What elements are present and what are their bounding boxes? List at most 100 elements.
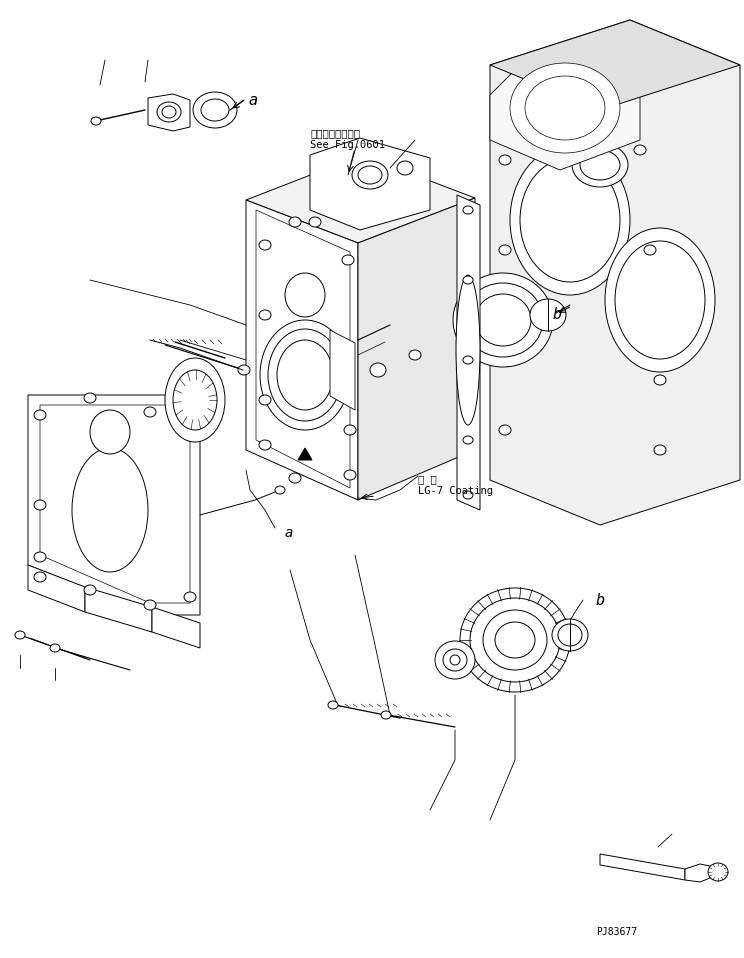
Ellipse shape	[463, 206, 473, 214]
Ellipse shape	[34, 410, 46, 420]
Ellipse shape	[572, 143, 628, 187]
Ellipse shape	[90, 410, 130, 454]
Polygon shape	[685, 864, 710, 882]
Ellipse shape	[285, 273, 325, 317]
Ellipse shape	[84, 393, 96, 403]
Text: b: b	[553, 307, 562, 322]
Ellipse shape	[381, 711, 391, 719]
Ellipse shape	[34, 500, 46, 510]
Ellipse shape	[91, 117, 101, 125]
Polygon shape	[490, 65, 640, 170]
Ellipse shape	[530, 299, 566, 331]
Ellipse shape	[654, 445, 666, 455]
Ellipse shape	[370, 363, 386, 377]
Ellipse shape	[342, 255, 354, 265]
Ellipse shape	[157, 102, 181, 122]
Ellipse shape	[201, 99, 229, 121]
Ellipse shape	[654, 375, 666, 385]
Ellipse shape	[309, 217, 321, 227]
Polygon shape	[457, 195, 480, 510]
Ellipse shape	[275, 486, 285, 494]
Ellipse shape	[470, 598, 560, 682]
Text: b: b	[596, 593, 605, 608]
Polygon shape	[310, 138, 430, 230]
Ellipse shape	[483, 610, 547, 670]
Ellipse shape	[605, 228, 715, 372]
Ellipse shape	[525, 76, 605, 140]
Ellipse shape	[259, 395, 271, 405]
Text: a: a	[248, 93, 257, 108]
Polygon shape	[256, 210, 350, 488]
Ellipse shape	[72, 448, 148, 572]
Ellipse shape	[580, 150, 620, 180]
Ellipse shape	[397, 161, 413, 175]
Polygon shape	[358, 198, 475, 500]
Ellipse shape	[184, 592, 196, 602]
Ellipse shape	[259, 310, 271, 320]
Ellipse shape	[289, 217, 301, 227]
Ellipse shape	[15, 631, 25, 639]
Text: 塗 布
LG-7 Coating: 塗 布 LG-7 Coating	[418, 474, 493, 495]
Ellipse shape	[435, 641, 475, 679]
Ellipse shape	[84, 585, 96, 595]
Ellipse shape	[358, 166, 382, 184]
Polygon shape	[246, 155, 475, 243]
Ellipse shape	[277, 340, 333, 410]
Ellipse shape	[173, 370, 217, 430]
Polygon shape	[600, 854, 685, 880]
Ellipse shape	[558, 624, 582, 646]
Ellipse shape	[259, 240, 271, 250]
Polygon shape	[148, 94, 190, 131]
Ellipse shape	[453, 273, 553, 367]
Ellipse shape	[34, 572, 46, 582]
Polygon shape	[28, 565, 85, 612]
Ellipse shape	[268, 329, 342, 421]
Text: 第０６０１図参照
See Fig.0601: 第０６０１図参照 See Fig.0601	[310, 128, 385, 149]
Ellipse shape	[344, 470, 356, 480]
Ellipse shape	[499, 345, 511, 355]
Ellipse shape	[463, 356, 473, 364]
Ellipse shape	[289, 473, 301, 483]
Ellipse shape	[510, 145, 630, 295]
Ellipse shape	[50, 644, 60, 652]
Polygon shape	[490, 20, 740, 110]
Ellipse shape	[499, 155, 511, 165]
Ellipse shape	[634, 145, 646, 155]
Ellipse shape	[499, 245, 511, 255]
Ellipse shape	[328, 701, 338, 709]
Ellipse shape	[259, 440, 271, 450]
Ellipse shape	[495, 622, 535, 658]
Ellipse shape	[644, 245, 656, 255]
Ellipse shape	[520, 158, 620, 282]
Ellipse shape	[510, 63, 620, 153]
Ellipse shape	[463, 276, 473, 284]
Polygon shape	[330, 330, 355, 410]
Ellipse shape	[409, 350, 421, 360]
Ellipse shape	[475, 294, 531, 346]
Ellipse shape	[450, 655, 460, 665]
Ellipse shape	[499, 425, 511, 435]
Ellipse shape	[708, 863, 728, 881]
Polygon shape	[490, 20, 740, 525]
Ellipse shape	[193, 92, 237, 128]
Polygon shape	[152, 607, 200, 648]
Ellipse shape	[352, 161, 388, 189]
Ellipse shape	[184, 417, 196, 427]
Polygon shape	[28, 395, 200, 615]
Ellipse shape	[456, 275, 480, 425]
Ellipse shape	[260, 320, 350, 430]
Polygon shape	[246, 200, 358, 500]
Ellipse shape	[144, 407, 156, 417]
Text: PJ83677: PJ83677	[596, 927, 637, 937]
Ellipse shape	[162, 106, 176, 118]
Ellipse shape	[238, 365, 250, 375]
Ellipse shape	[344, 425, 356, 435]
Ellipse shape	[443, 649, 467, 671]
Ellipse shape	[615, 241, 705, 359]
Ellipse shape	[144, 600, 156, 610]
Polygon shape	[298, 448, 312, 460]
Ellipse shape	[460, 588, 570, 692]
Ellipse shape	[463, 283, 543, 357]
Ellipse shape	[34, 552, 46, 562]
Text: a: a	[285, 526, 293, 540]
